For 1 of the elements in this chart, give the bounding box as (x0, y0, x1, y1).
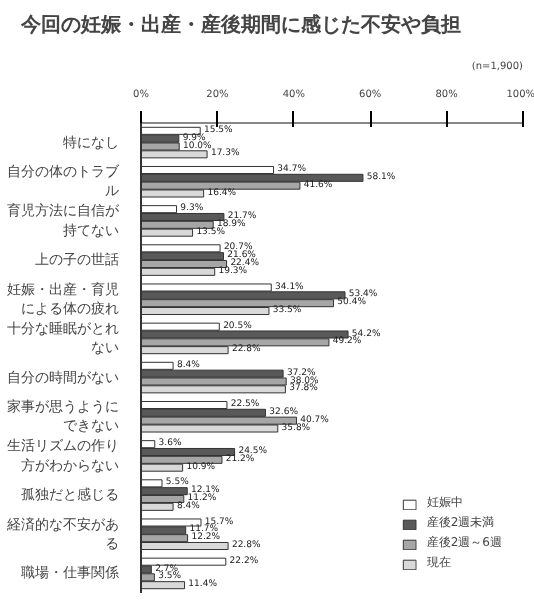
chart-title: 今回の妊娠・出産・産後期間に感じた不安や負担 (19, 13, 461, 37)
